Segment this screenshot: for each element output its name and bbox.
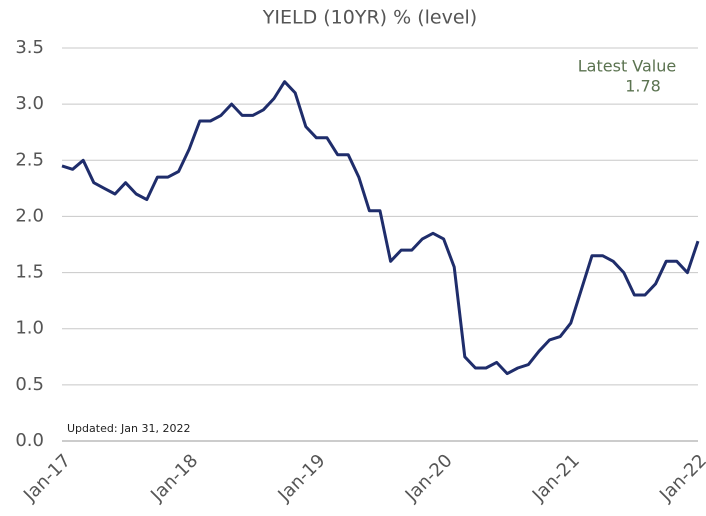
chart-title: YIELD (10YR) % (level) xyxy=(262,7,477,29)
y-tick-label: 1.0 xyxy=(15,318,44,339)
y-tick-label: 0.5 xyxy=(15,374,44,395)
y-tick-label: 3.5 xyxy=(15,37,44,58)
x-tick-label: Jan-18 xyxy=(146,450,202,506)
annotation: Latest Value xyxy=(578,57,676,76)
y-tick-label: 2.0 xyxy=(15,205,44,226)
x-tick-label: Jan-22 xyxy=(655,450,706,506)
y-tick-label: 2.5 xyxy=(15,149,44,170)
x-tick-label: Jan-19 xyxy=(273,450,329,506)
annotation: Updated: Jan 31, 2022 xyxy=(67,422,190,435)
x-tick-label: Jan-20 xyxy=(401,450,457,506)
x-tick-label: Jan-21 xyxy=(528,450,584,506)
x-tick-label: Jan-17 xyxy=(19,450,75,506)
y-tick-label: 3.0 xyxy=(15,93,44,114)
y-tick-label: 1.5 xyxy=(15,262,44,283)
y-tick-label: 0.0 xyxy=(15,430,44,451)
data-line xyxy=(61,80,700,376)
annotation: 1.78 xyxy=(625,77,661,96)
